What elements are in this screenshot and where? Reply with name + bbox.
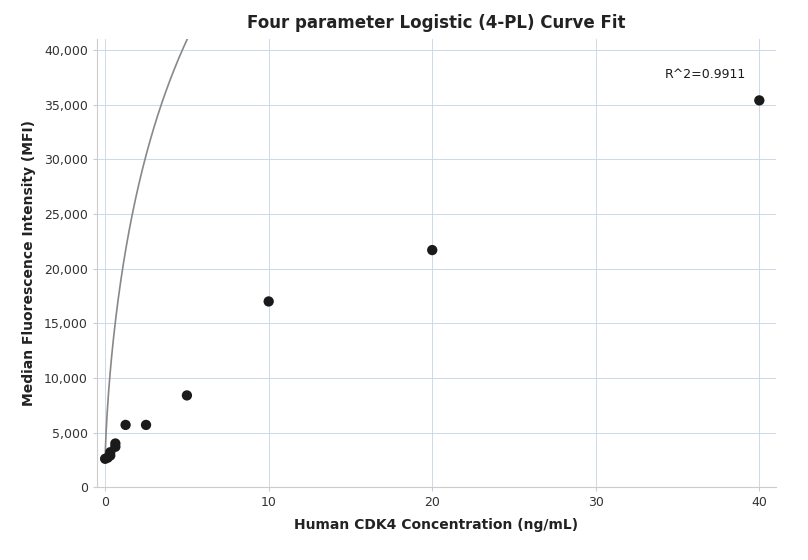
Point: [101, 453, 114, 462]
Point: [140, 421, 153, 430]
Y-axis label: Median Fluorescence Intensity (MFI): Median Fluorescence Intensity (MFI): [22, 120, 36, 406]
Point: [119, 421, 132, 430]
Point: [99, 454, 112, 463]
Point: [109, 442, 122, 451]
X-axis label: Human CDK4 Concentration (ng/mL): Human CDK4 Concentration (ng/mL): [294, 517, 579, 531]
Point: [103, 451, 116, 460]
Point: [753, 96, 766, 105]
Point: [263, 297, 276, 306]
Text: R^2=0.9911: R^2=0.9911: [665, 68, 747, 81]
Point: [426, 246, 439, 255]
Point: [109, 439, 122, 448]
Title: Four parameter Logistic (4-PL) Curve Fit: Four parameter Logistic (4-PL) Curve Fit: [247, 14, 625, 32]
Point: [180, 391, 193, 400]
Point: [103, 448, 116, 457]
